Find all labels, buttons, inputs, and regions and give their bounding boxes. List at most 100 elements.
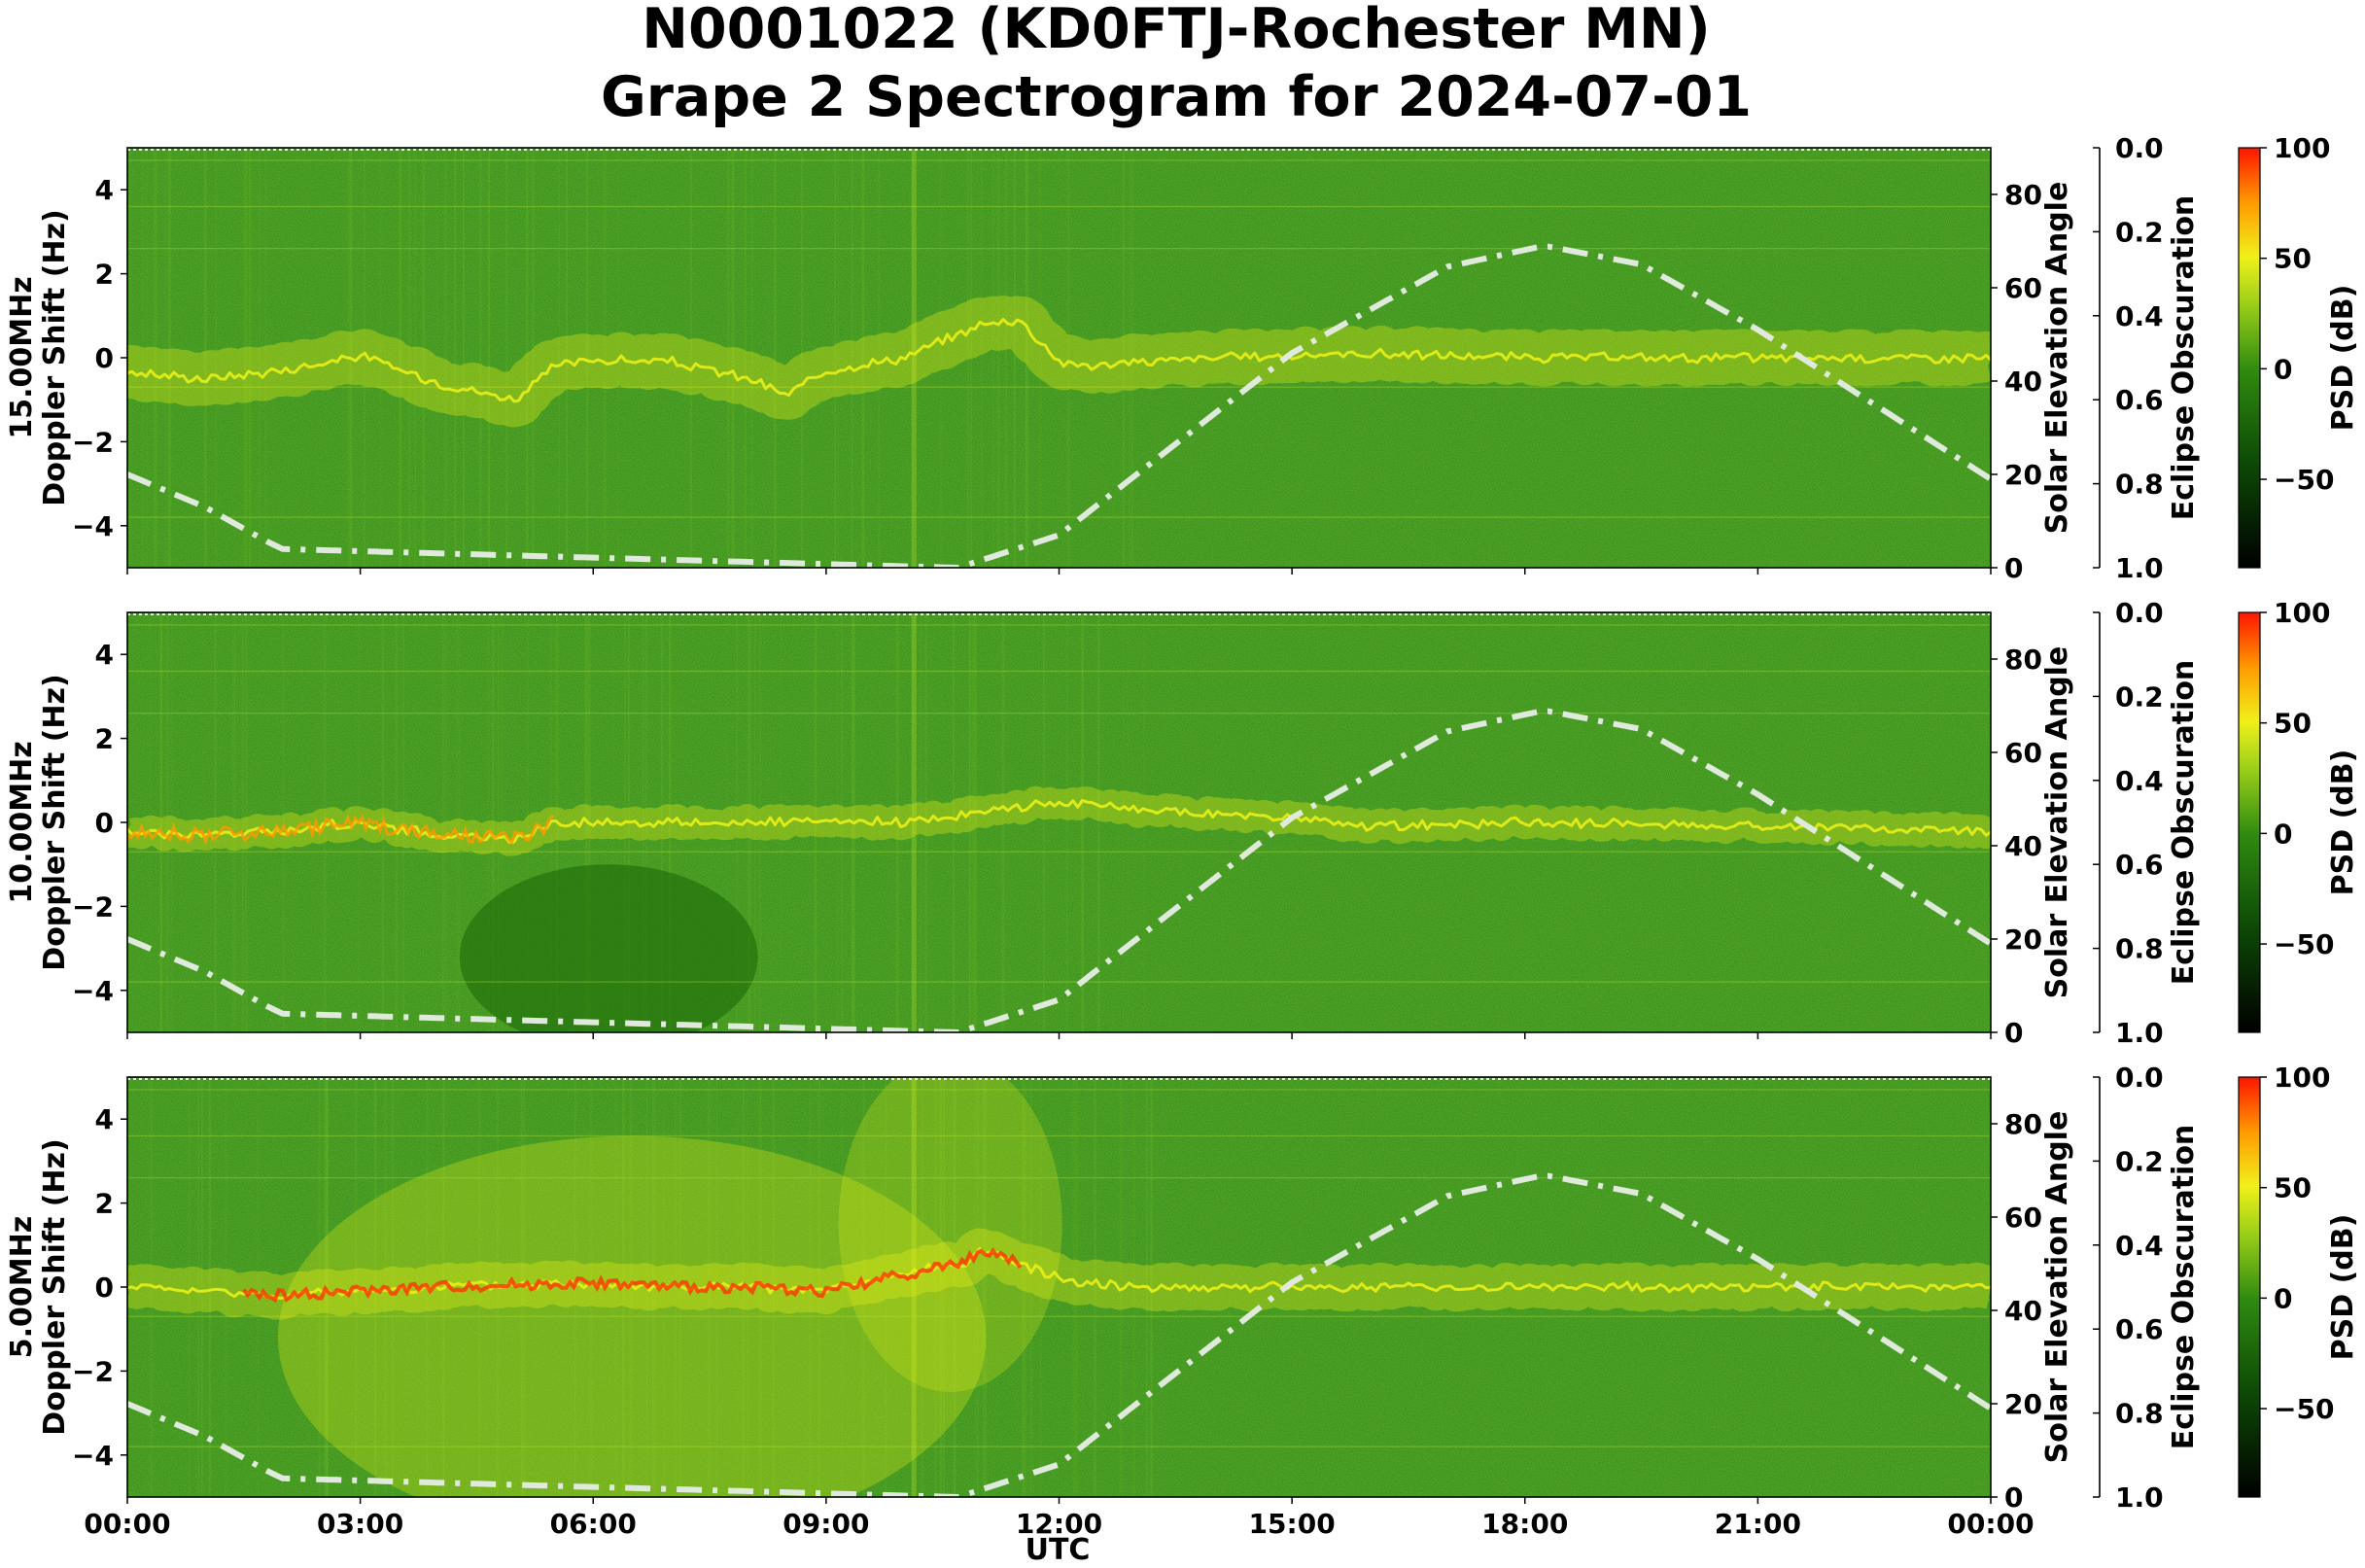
y2-tick-label: 0	[2004, 552, 2023, 584]
vertical-streak	[674, 1077, 677, 1497]
y-tick-label: 2	[95, 259, 114, 291]
vertical-streak	[164, 148, 167, 568]
colorbar-tick-label: −50	[2274, 928, 2334, 960]
vertical-streak	[921, 1077, 923, 1497]
vertical-streak	[243, 148, 246, 568]
y-axis-label-frequency: 15.00MHz	[5, 276, 39, 438]
vertical-streak	[214, 612, 217, 1032]
vertical-streak	[441, 612, 444, 1032]
obscuration-tick-label: 1.0	[2115, 1481, 2164, 1514]
vertical-streak	[527, 612, 529, 1032]
y-tick-label: −2	[72, 890, 114, 923]
vertical-streak	[851, 148, 853, 568]
spectrogram-image	[127, 1077, 1991, 1497]
vertical-streak	[408, 148, 411, 568]
y2-axis-label: Solar Elevation Angle	[2040, 182, 2074, 535]
y-tick-label: −2	[72, 1355, 114, 1387]
doppler-trace	[127, 318, 1991, 403]
x-tick-label: 21:00	[1715, 1508, 1801, 1540]
vertical-streak	[501, 612, 504, 1032]
vertical-streak	[1150, 1077, 1153, 1497]
vertical-streak	[934, 1077, 938, 1497]
x-tick-label: 03:00	[317, 1508, 403, 1540]
y-tick-label: −4	[72, 1440, 114, 1472]
vertical-streak	[973, 612, 977, 1032]
vertical-streak	[750, 148, 753, 568]
vertical-streak	[526, 148, 528, 568]
colorbar-label: PSD (dB)	[2326, 749, 2360, 896]
vertical-streak	[204, 148, 207, 568]
vertical-streak	[1022, 1077, 1024, 1497]
vertical-streak	[911, 1077, 917, 1497]
vertical-streak	[282, 612, 285, 1032]
vertical-streak	[1127, 612, 1129, 1032]
vertical-streak	[974, 1077, 976, 1497]
obscuration-tick-label: 0.8	[2115, 469, 2164, 501]
vertical-streak	[731, 148, 733, 568]
x-tick-label: 15:00	[1249, 1508, 1336, 1540]
vertical-streak	[913, 1077, 915, 1497]
y2-tick-label: 80	[2004, 179, 2042, 211]
doppler-trace	[127, 1247, 1991, 1300]
vertical-streak	[497, 612, 500, 1032]
vertical-streak	[732, 148, 735, 568]
vertical-streak	[985, 1077, 988, 1497]
vertical-streak	[911, 612, 917, 1032]
y-tick-label: 0	[95, 342, 114, 374]
vertical-streak	[444, 148, 447, 568]
obscuration-tick-label: 0.6	[2115, 384, 2164, 416]
figure-title-line1: N0001022 (KD0FTJ-Rochester MN)	[642, 0, 1710, 61]
vertical-streak	[458, 612, 460, 1032]
y-tick-label: 2	[95, 723, 114, 755]
vertical-streak	[590, 1077, 592, 1497]
vertical-streak	[566, 148, 569, 568]
vertical-streak	[327, 1077, 329, 1497]
vertical-streak	[241, 612, 244, 1032]
y-tick-label: 4	[95, 174, 114, 206]
vertical-streak	[487, 148, 491, 568]
vertical-streak	[992, 148, 995, 568]
vertical-streak	[159, 612, 162, 1032]
vertical-streak	[1073, 1077, 1077, 1497]
x-tick-label: 00:00	[84, 1508, 170, 1540]
y2-tick-label: 0	[2004, 1481, 2023, 1514]
vertical-streak	[208, 1077, 211, 1497]
vertical-streak	[970, 148, 973, 568]
vertical-streak	[1119, 1077, 1123, 1497]
vertical-streak	[1013, 148, 1016, 568]
vertical-streak	[942, 1077, 946, 1497]
vertical-streak	[160, 612, 162, 1032]
vertical-streak	[422, 148, 426, 568]
vertical-streak	[1026, 148, 1029, 568]
obscuration-axis-label: Eclipse Obscuration	[2167, 660, 2201, 986]
vertical-streak	[980, 148, 984, 568]
obscuration-tick-label: 0.4	[2115, 300, 2164, 332]
colorbar-tick-label: −50	[2274, 1393, 2334, 1425]
vertical-streak	[1043, 612, 1045, 1032]
vertical-streak	[525, 148, 529, 568]
vertical-streak	[444, 612, 447, 1032]
obscuration-tick-label: 0.4	[2115, 1230, 2164, 1262]
vertical-streak	[885, 1077, 887, 1497]
colorbar-label: PSD (dB)	[2326, 285, 2360, 432]
vertical-streak	[129, 148, 131, 568]
colorbar-tick-label: 0	[2274, 1282, 2292, 1314]
vertical-streak	[969, 612, 972, 1032]
x-tick-label: 00:00	[1947, 1508, 2034, 1540]
y-tick-label: −2	[72, 426, 114, 458]
colorbar-tick-label: 50	[2274, 243, 2312, 275]
vertical-streak	[1096, 612, 1100, 1032]
vertical-streak	[924, 612, 927, 1032]
vertical-streak	[745, 148, 747, 568]
y-tick-label: 0	[95, 807, 114, 839]
vertical-streak	[488, 148, 491, 568]
vertical-streak	[454, 148, 457, 568]
vertical-streak	[171, 612, 173, 1032]
y2-tick-label: 60	[2004, 737, 2042, 769]
vertical-streak	[774, 148, 777, 568]
vertical-streak	[150, 612, 152, 1032]
y2-tick-label: 60	[2004, 1202, 2042, 1234]
vertical-streak	[167, 148, 171, 568]
vertical-streak	[861, 148, 865, 568]
vertical-streak	[232, 612, 234, 1032]
